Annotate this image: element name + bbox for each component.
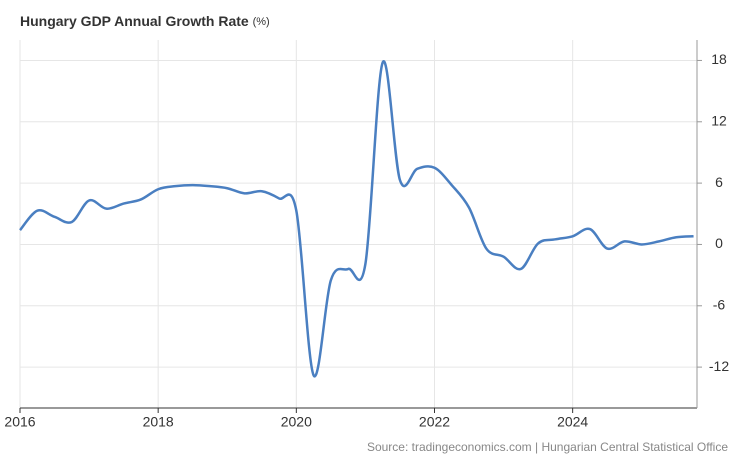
y-tick-label: -12 (709, 358, 729, 374)
x-tick-label: 2020 (281, 414, 312, 430)
data-line (19, 60, 694, 378)
x-tick-label: 2022 (419, 414, 450, 430)
x-tick-label: 2016 (4, 414, 35, 430)
y-tick-label: 0 (715, 235, 723, 251)
y-tick-label: -6 (713, 296, 726, 312)
source: Source: tradingeconomics.com | Hungarian… (367, 440, 728, 454)
x-tick-label: 2024 (557, 414, 588, 430)
title-text: Hungary GDP Annual Growth Rate (20, 13, 249, 29)
x-tick-label: 2018 (143, 414, 174, 430)
y-tick-label: 6 (715, 174, 723, 190)
y-tick-label: 18 (711, 51, 727, 67)
chart-title: Hungary GDP Annual Growth Rate (%) (20, 13, 270, 29)
y-tick-label: 12 (711, 112, 727, 128)
unit-text: (%) (253, 16, 270, 28)
